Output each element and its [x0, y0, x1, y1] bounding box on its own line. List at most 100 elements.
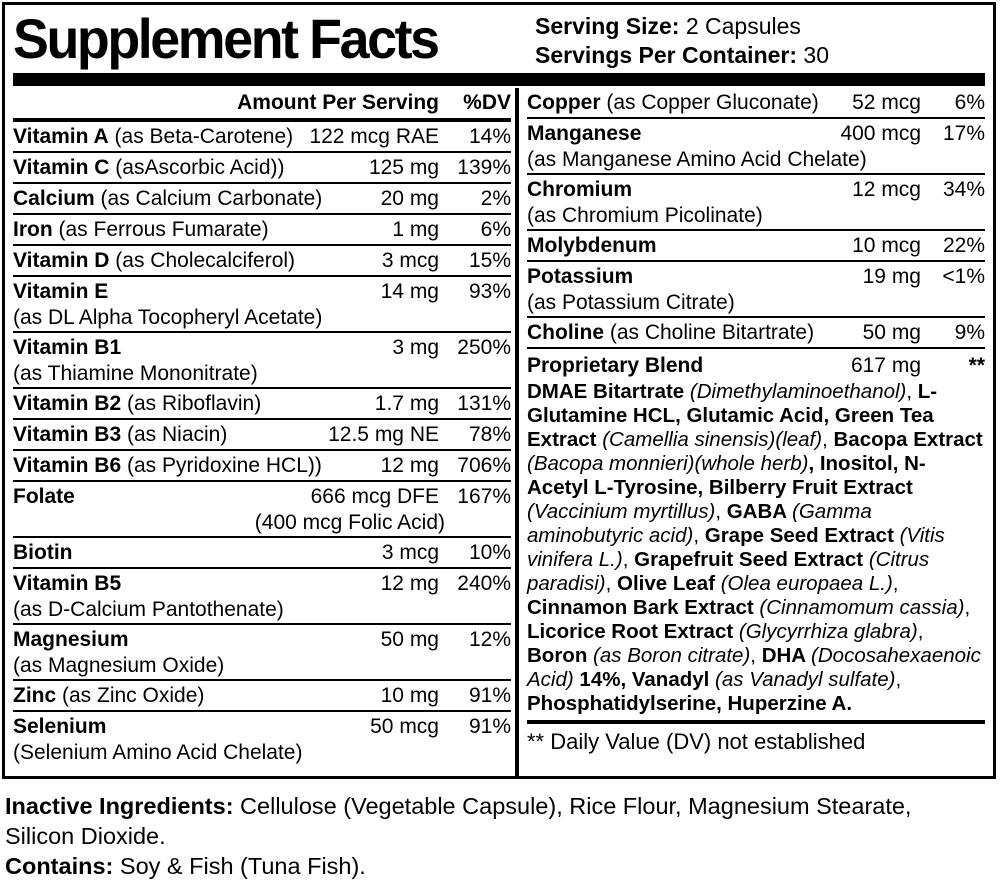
nutrient-row-vitamin-b1: Vitamin B1 3 mg 250% (as Thiamine Mononitra… [13, 333, 511, 389]
nutrient-source: (as Ferrous Fumarate) [52, 218, 269, 241]
nutrient-dv: 78% [468, 423, 511, 446]
nutrient-row-iron: Iron (as Ferrous Fumarate) 1 mg 6% [13, 215, 511, 246]
nutrient-row-vitamin-b2: Vitamin B2 (as Riboflavin) 1.7 mg 131% [13, 389, 511, 420]
nutrient-line: Vitamin B1 3 mg 250% [13, 335, 511, 361]
blend-ingredient: , [750, 644, 762, 667]
nutrient-line: Zinc (as Zinc Oxide) 10 mg 91% [13, 683, 511, 709]
nutrient-source: (as Zinc Oxide) [56, 684, 205, 707]
nutrient-amount: 122 mcg RAE [309, 125, 439, 148]
nutrient-name-wrap: Vitamin B2 (as Riboflavin) [13, 391, 261, 417]
nutrient-amount: 19 mg [862, 265, 921, 288]
nutrient-row-vitamin-b6: Vitamin B6 (as Pyridoxine HCL)) 12 mg 706% [13, 451, 511, 482]
proprietary-blend-section: Proprietary Blend 617 mg ** DMAE Bitartr… [527, 349, 985, 720]
nutrient-name-wrap: Vitamin C (asAscorbic Acid)) [13, 155, 285, 181]
nutrient-name-wrap: Vitamin A (as Beta-Carotene) [13, 124, 293, 150]
nutrient-amount: 12.5 mg NE [328, 423, 439, 446]
nutrient-line: Vitamin C (asAscorbic Acid)) 125 mg 139% [13, 155, 511, 181]
label-header: Supplement Facts Serving Size: 2 Capsule… [13, 7, 985, 73]
nutrient-name: Vitamin B3 [13, 423, 122, 446]
nutrient-dv: 15% [468, 249, 511, 272]
nutrient-dv: <1% [942, 265, 985, 288]
nutrient-name-wrap: Vitamin E [13, 279, 108, 305]
servings-per-container-line: Servings Per Container: 30 [535, 41, 829, 70]
blend-ingredient: (Bacopa monnieri)(whole herb) [527, 452, 809, 475]
nutrient-line: Vitamin B5 12 mg 240% [13, 571, 511, 597]
nutrient-amount: 50 mg [862, 321, 921, 344]
blend-ingredient: , [622, 548, 635, 571]
proprietary-blend-header: Proprietary Blend 617 mg ** [527, 349, 985, 379]
blend-ingredient: Cinnamon Bark Extract [527, 596, 760, 619]
nutrient-line: Copper (as Copper Gluconate) 52 mcg 6% [527, 90, 985, 116]
nutrient-row-vitamin-d: Vitamin D (as Cholecalciferol) 3 mcg 15% [13, 246, 511, 277]
nutrient-line: Vitamin B3 (as Niacin) 12.5 mg NE 78% [13, 422, 511, 448]
nutrient-dv: 91% [468, 684, 511, 707]
nutrient-dv: 14% [468, 125, 511, 148]
blend-ingredient: (Glycyrrhiza glabra) [738, 620, 918, 643]
nutrient-amount: 12 mcg [852, 178, 921, 201]
nutrient-amount: 3 mg [392, 336, 439, 359]
nutrient-dv: 10% [468, 541, 511, 564]
blend-ingredient: (Dimethylaminoethanol) [689, 380, 907, 403]
nutrient-line: Chromium 12 mcg 34% [527, 177, 985, 203]
serving-size-value: 2 Capsules [679, 13, 801, 39]
blend-ingredient: Phosphatidylserine, Huperzine A. [527, 692, 853, 715]
nutrient-dv: 706% [457, 454, 511, 477]
proprietary-blend-ingredients: DMAE Bitartrate (Dimethylaminoethanol) , … [527, 379, 985, 720]
nutrient-line: Vitamin D (as Cholecalciferol) 3 mcg 15% [13, 248, 511, 274]
blend-ingredient: GABA [726, 500, 793, 523]
blend-ingredient: , [892, 572, 899, 595]
nutrient-row-manganese: Manganese 400 mcg 17% (as Manganese Amino A… [527, 119, 985, 175]
nutrient-amount: 50 mcg [370, 715, 439, 738]
nutrient-dv: 34% [942, 178, 985, 201]
nutrient-source: (asAscorbic Acid)) [109, 156, 285, 179]
nutrient-amount: 125 mg [368, 156, 439, 179]
nutrient-dv: 240% [457, 572, 511, 595]
nutrient-amount: 1 mg [392, 218, 439, 241]
blend-ingredient: (as Vanadyl sulfate) [715, 668, 896, 691]
nutrient-source: (as Pyridoxine HCL)) [121, 454, 322, 477]
nutrient-source: (as D-Calcium Pantothenate) [13, 598, 284, 621]
blend-ingredient: , [917, 620, 924, 643]
column-header: Amount Per Serving %DV [13, 88, 511, 122]
nutrient-table: Amount Per Serving %DV Vitamin A (as Bet… [13, 88, 985, 776]
blend-ingredient: DHA [761, 644, 812, 667]
blend-ingredient: Grape Seed Extract [704, 524, 900, 547]
nutrient-dv: 139% [457, 156, 511, 179]
left-column-rows: Vitamin A (as Beta-Carotene) 122 mcg RAE 1… [13, 122, 511, 766]
percent-dv-header: %DV [463, 91, 511, 114]
nutrient-name-wrap: Chromium [527, 177, 632, 203]
header-divider-bar [13, 73, 985, 86]
nutrient-amount: 3 mcg [381, 541, 439, 564]
nutrient-name: Choline [527, 321, 604, 344]
nutrient-dv: 131% [457, 392, 511, 415]
blend-ingredient: DMAE Bitartrate [527, 380, 690, 403]
nutrient-name: Vitamin A [13, 125, 109, 148]
nutrient-line: Choline (as Choline Bitartrate) 50 mg 9% [527, 320, 985, 346]
nutrient-amount: 52 mcg [852, 91, 921, 114]
blend-ingredient: (Cinnamomum cassia) [759, 596, 965, 619]
blend-ingredient: Boron [527, 644, 594, 667]
nutrient-name: Vitamin B1 [13, 336, 122, 359]
nutrient-row-magnesium: Magnesium 50 mg 12% (as Magnesium Oxide) [13, 625, 511, 681]
blend-ingredient: Bacopa Extract [833, 428, 983, 451]
nutrient-source: (as Beta-Carotene) [108, 125, 294, 148]
nutrient-name-wrap: Biotin [13, 540, 72, 566]
nutrient-name: Copper [527, 91, 601, 114]
nutrient-dv: 6% [480, 218, 511, 241]
blend-ingredient: (Camellia sinensis)(leaf) [602, 428, 823, 451]
column-divider [515, 88, 519, 776]
contains-text: Soy & Fish (Tuna Fish). [113, 853, 366, 879]
nutrient-name-wrap: Vitamin B6 (as Pyridoxine HCL)) [13, 453, 322, 479]
nutrient-row-chromium: Chromium 12 mcg 34% (as Chromium Picolinate… [527, 175, 985, 231]
nutrient-name: Zinc [13, 684, 57, 707]
nutrient-name-wrap: Vitamin B1 [13, 335, 121, 361]
nutrient-name: Chromium [527, 178, 632, 201]
blend-ingredient: L-Glutamine HCL, Glutamic Acid, Green Te… [527, 380, 938, 451]
nutrient-row-vitamin-b5: Vitamin B5 12 mg 240% (as D-Calcium Pantoth… [13, 569, 511, 625]
nutrient-row-potassium: Potassium 19 mg <1% (as Potassium Citrate) [527, 262, 985, 318]
nutrient-row-zinc: Zinc (as Zinc Oxide) 10 mg 91% [13, 681, 511, 712]
nutrient-name-wrap: Choline (as Choline Bitartrate) [527, 320, 814, 346]
nutrient-amount: 20 mg [380, 187, 439, 210]
nutrient-name: Folate [13, 485, 75, 508]
nutrient-row-vitamin-c: Vitamin C (asAscorbic Acid)) 125 mg 139% [13, 153, 511, 184]
